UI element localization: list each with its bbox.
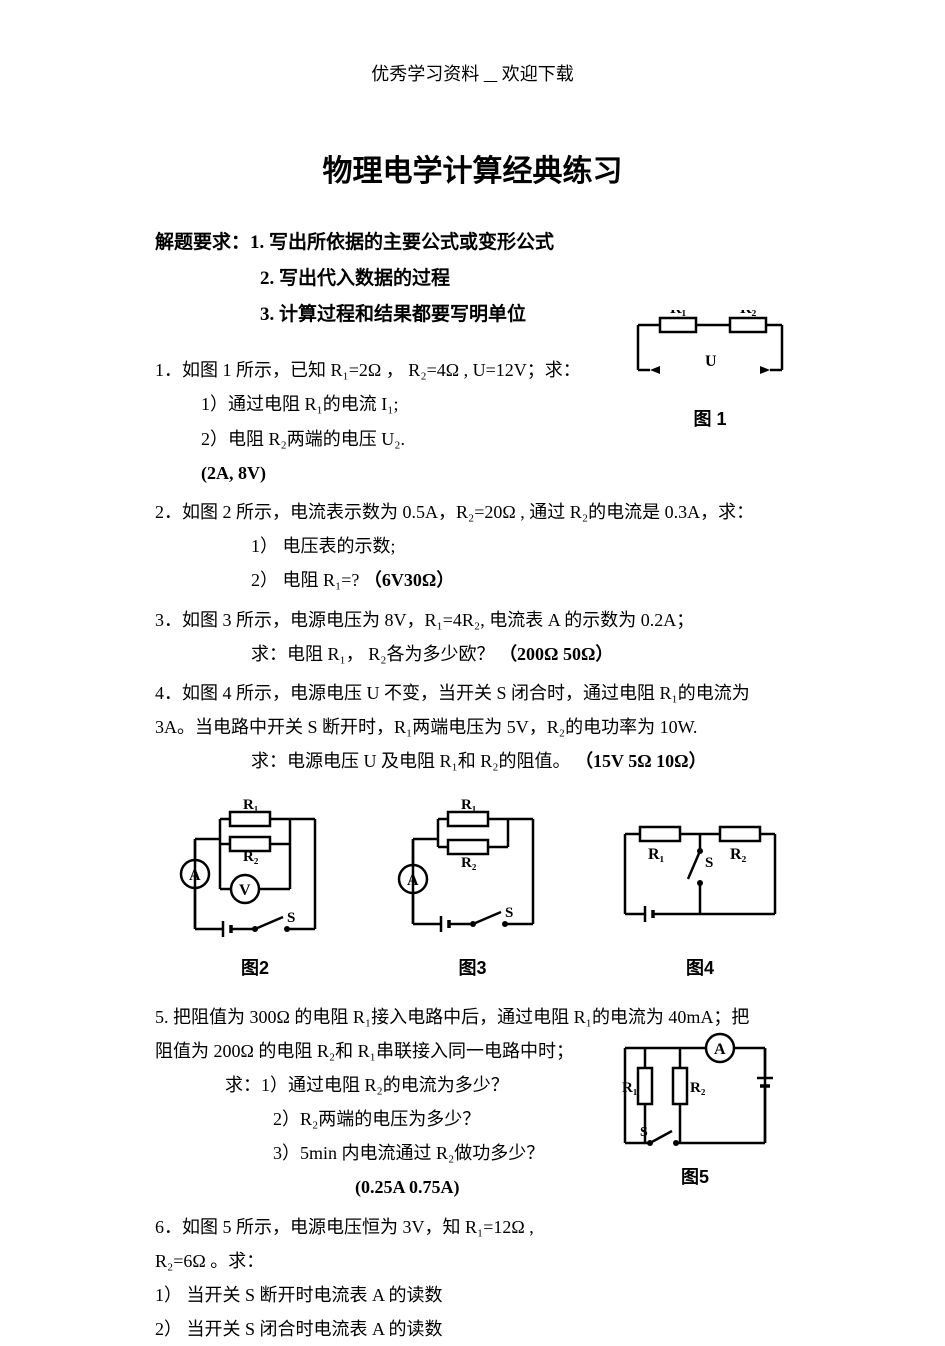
svg-text:S: S (640, 1125, 648, 1140)
svg-text:V: V (239, 882, 251, 899)
problem-3: 3．如图 3 所示，电源电压为 8V，R₁=4R₂, 电流表 A 的示数为 0.… (155, 603, 790, 671)
svg-text:U: U (705, 353, 717, 370)
figure-3: A R₁ R₂ S 图3 (393, 799, 553, 980)
figure-1: R₁ R₂ U 图 1 (630, 310, 790, 431)
problem-2: 2．如图 2 所示，电流表示数为 0.5A，R₂=20Ω , 通过 R₂的电流是… (155, 495, 790, 598)
svg-text:R₁: R₁ (670, 310, 687, 317)
p3-intro: 3．如图 3 所示，电源电压为 8V，R₁=4R₂, 电流表 A 的示数为 0.… (155, 603, 790, 637)
svg-text:R₁: R₁ (243, 799, 258, 813)
req-2: 2. 写出代入数据的过程 (155, 261, 790, 297)
fig3-label: 图3 (393, 954, 553, 980)
svg-text:R₂: R₂ (690, 1080, 706, 1096)
header-text-2: 欢迎下载 (502, 64, 574, 84)
p4-line1: 4．如图 4 所示，电源电压 U 不变，当开关 S 闭合时，通过电阻 R₁的电流… (155, 676, 790, 710)
figure-2: A V R₁ R₂ S 图2 (175, 799, 335, 980)
svg-text:S: S (287, 910, 295, 926)
p2-intro: 2．如图 2 所示，电流表示数为 0.5A，R₂=20Ω , 通过 R₂的电流是… (155, 495, 790, 529)
p6-line2: R₂=6Ω 。求： (155, 1244, 790, 1278)
svg-text:S: S (505, 905, 513, 921)
req-1: 1. 写出所依据的主要公式或变形公式 (250, 232, 554, 253)
svg-text:A: A (407, 872, 419, 889)
fig2-label: 图2 (175, 954, 335, 980)
svg-text:R₂: R₂ (740, 310, 757, 317)
svg-text:R₁: R₁ (461, 799, 476, 813)
figure-4: R₁ R₂ S 图4 (610, 799, 790, 980)
content-area-2: 5. 把阻值为 300Ω 的电阻 R₁接入电路中后，通过电阻 R₁的电流为 40… (0, 1000, 945, 1346)
svg-text:R₁: R₁ (648, 846, 665, 863)
problem-6: 6．如图 5 所示，电源电压恒为 3V，知 R₁=12Ω , R₂=6Ω 。求：… (155, 1210, 790, 1346)
header-text-1: 优秀学习资料 (371, 64, 479, 84)
p3-q1: 求：电阻 R₁， R₂各为多少欧？ （200Ω 50Ω） (155, 637, 790, 671)
p6-line1: 6．如图 5 所示，电源电压恒为 3V，知 R₁=12Ω , (155, 1210, 575, 1244)
circuit-5-svg: A R₁ R₂ S (610, 1028, 780, 1158)
fig5-label: 图5 (610, 1163, 780, 1189)
svg-text:A: A (714, 1041, 726, 1058)
svg-text:R₂: R₂ (730, 846, 747, 863)
svg-text:R₁: R₁ (622, 1080, 637, 1096)
p4-q1: 求：电源电压 U 及电阻 R₁和 R₂的阻值。 （15V 5Ω 10Ω） (155, 744, 790, 778)
p4-line2: 3A。当电路中开关 S 断开时，R₁两端电压为 5V，R₂的电功率为 10W. (155, 710, 790, 744)
p1-answer: (2A, 8V) (155, 456, 790, 490)
svg-text:R₂: R₂ (461, 855, 477, 871)
circuit-3-svg: A R₁ R₂ S (393, 799, 553, 949)
page-header: 优秀学习资料 欢迎下载 (0, 0, 945, 86)
circuit-row: A V R₁ R₂ S 图2 (0, 784, 945, 1000)
svg-text:A: A (189, 867, 201, 884)
p2-q2: 2） 电阻 R₁=? （6V30Ω） (155, 563, 790, 597)
fig4-label: 图4 (610, 954, 790, 980)
circuit-4-svg: R₁ R₂ S (610, 799, 790, 949)
req-label: 解题要求： (155, 232, 250, 253)
circuit-1-svg: R₁ R₂ U (630, 310, 790, 400)
p1-intro: 1．如图 1 所示，已知 R₁=2Ω ， R₂=4Ω , U=12V；求： (155, 353, 585, 387)
fig1-label: 图 1 (630, 405, 790, 431)
p6-q2: 2） 当开关 S 闭合时电流表 A 的读数 (155, 1312, 790, 1346)
problem-4: 4．如图 4 所示，电源电压 U 不变，当开关 S 闭合时，通过电阻 R₁的电流… (155, 676, 790, 779)
p6-q1: 1） 当开关 S 断开时电流表 A 的读数 (155, 1278, 790, 1312)
circuit-2-svg: A V R₁ R₂ S (175, 799, 335, 949)
svg-text:S: S (705, 855, 713, 871)
main-title: 物理电学计算经典练习 (0, 146, 945, 190)
p2-q1: 1） 电压表的示数; (155, 529, 790, 563)
figure-5: A R₁ R₂ S 图5 (610, 1028, 780, 1189)
svg-text:R₂: R₂ (243, 849, 259, 865)
content-area: 解题要求：1. 写出所依据的主要公式或变形公式 2. 写出代入数据的过程 3. … (0, 225, 945, 779)
